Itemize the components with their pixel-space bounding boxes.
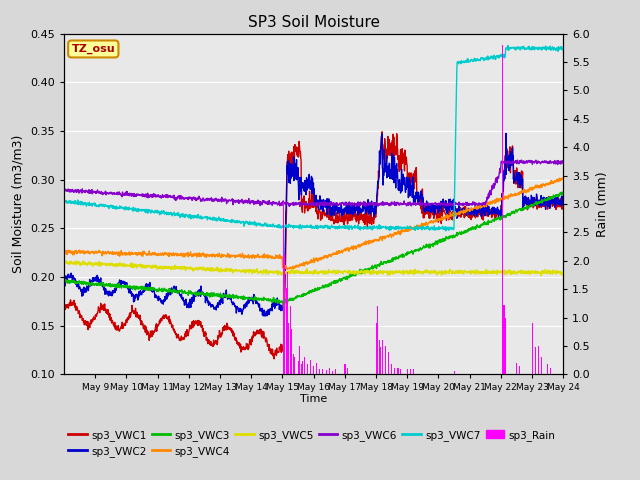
Y-axis label: Soil Moisture (m3/m3): Soil Moisture (m3/m3) — [12, 135, 25, 273]
X-axis label: Time: Time — [300, 394, 327, 404]
Y-axis label: Rain (mm): Rain (mm) — [596, 171, 609, 237]
Text: TZ_osu: TZ_osu — [72, 44, 115, 54]
Title: SP3 Soil Moisture: SP3 Soil Moisture — [248, 15, 380, 30]
Legend: sp3_VWC1, sp3_VWC2, sp3_VWC3, sp3_VWC4, sp3_VWC5, sp3_VWC6, sp3_VWC7, sp3_Rain: sp3_VWC1, sp3_VWC2, sp3_VWC3, sp3_VWC4, … — [64, 426, 559, 461]
